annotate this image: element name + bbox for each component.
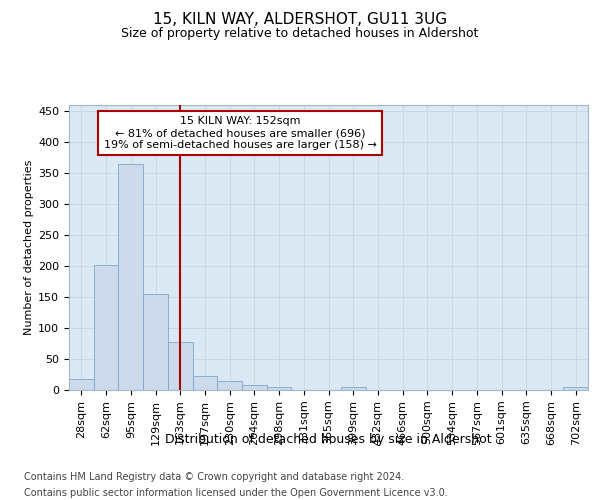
Bar	[193, 376, 217, 390]
Bar	[341, 387, 365, 390]
Bar	[217, 382, 242, 390]
Bar	[69, 379, 94, 390]
Text: 15, KILN WAY, ALDERSHOT, GU11 3UG: 15, KILN WAY, ALDERSHOT, GU11 3UG	[153, 12, 447, 28]
Text: 15 KILN WAY: 152sqm
← 81% of detached houses are smaller (696)
19% of semi-detac: 15 KILN WAY: 152sqm ← 81% of detached ho…	[104, 116, 377, 150]
Text: Distribution of detached houses by size in Aldershot: Distribution of detached houses by size …	[166, 432, 492, 446]
Bar	[118, 164, 143, 390]
Text: Size of property relative to detached houses in Aldershot: Size of property relative to detached ho…	[121, 28, 479, 40]
Y-axis label: Number of detached properties: Number of detached properties	[24, 160, 34, 335]
Bar	[143, 294, 168, 390]
Bar	[168, 342, 193, 390]
Bar	[563, 387, 588, 390]
Bar	[94, 265, 118, 390]
Bar	[267, 387, 292, 390]
Bar	[242, 385, 267, 390]
Text: Contains HM Land Registry data © Crown copyright and database right 2024.: Contains HM Land Registry data © Crown c…	[24, 472, 404, 482]
Text: Contains public sector information licensed under the Open Government Licence v3: Contains public sector information licen…	[24, 488, 448, 498]
